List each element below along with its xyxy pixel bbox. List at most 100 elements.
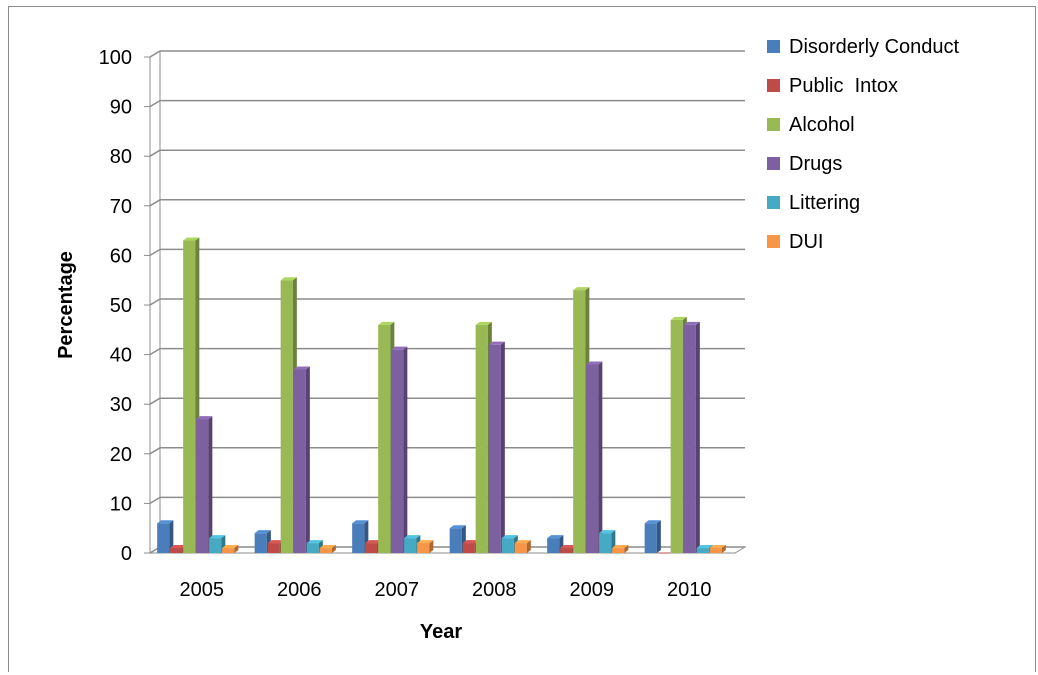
bar-front bbox=[560, 548, 573, 553]
legend-label: Littering bbox=[789, 192, 860, 214]
legend-swatch bbox=[767, 196, 780, 209]
gridline-side bbox=[149, 397, 161, 405]
bar-top bbox=[501, 535, 518, 539]
bar bbox=[709, 545, 726, 553]
bar-top bbox=[514, 540, 531, 544]
bar-top bbox=[586, 361, 603, 365]
bar-front bbox=[319, 548, 332, 553]
gridline-side bbox=[149, 50, 161, 58]
bar-front bbox=[475, 324, 488, 553]
bar-top bbox=[488, 341, 505, 345]
chart-frame bbox=[8, 6, 1036, 672]
y-tick-label: 40 bbox=[110, 345, 132, 367]
bar-front bbox=[293, 369, 306, 553]
bar-top bbox=[222, 545, 239, 549]
bar bbox=[586, 361, 603, 553]
bar-top bbox=[196, 416, 213, 420]
legend: Disorderly Conduct Public Intox Alcohol Dru… bbox=[767, 36, 960, 253]
bar-top bbox=[254, 530, 271, 534]
bar-top bbox=[352, 520, 369, 524]
bar-top bbox=[696, 545, 713, 549]
bar-side bbox=[598, 361, 603, 553]
legend-item: DUI bbox=[767, 231, 823, 253]
bar-side bbox=[208, 416, 213, 553]
bar-front bbox=[462, 543, 475, 553]
legend-label: Drugs bbox=[789, 153, 842, 175]
bar-front bbox=[391, 349, 404, 553]
bar bbox=[196, 416, 213, 553]
x-tick-label: 2010 bbox=[667, 579, 712, 601]
chart-walls bbox=[148, 50, 747, 554]
bar-front bbox=[670, 319, 683, 553]
legend-label: DUI bbox=[789, 231, 823, 253]
bar-side bbox=[721, 545, 726, 553]
bar-top bbox=[644, 520, 661, 524]
legend-item: Public Intox bbox=[767, 75, 898, 97]
bar bbox=[683, 321, 700, 553]
bar-side bbox=[624, 545, 629, 553]
legend-swatch bbox=[767, 157, 780, 170]
bar-top bbox=[280, 277, 297, 281]
bar-front bbox=[547, 538, 560, 553]
bar-front bbox=[365, 543, 378, 553]
bar-front bbox=[306, 543, 319, 553]
bar bbox=[293, 366, 310, 553]
bar-side bbox=[526, 540, 531, 553]
bar bbox=[612, 545, 629, 553]
bar-front bbox=[696, 548, 709, 553]
bar-front bbox=[599, 533, 612, 553]
gridline-side bbox=[149, 99, 161, 108]
bar-front bbox=[501, 538, 514, 553]
bar bbox=[644, 520, 661, 553]
bar-front bbox=[514, 543, 527, 553]
gridline-side bbox=[149, 248, 161, 257]
y-tick-label: 20 bbox=[110, 444, 132, 466]
bar-top bbox=[709, 545, 726, 549]
bar-side bbox=[234, 545, 239, 553]
legend-label: Public Intox bbox=[789, 75, 898, 97]
bar bbox=[488, 341, 505, 553]
bar-front bbox=[573, 290, 586, 553]
bar-top bbox=[449, 525, 466, 529]
bar-top bbox=[183, 237, 200, 241]
bar-front bbox=[196, 419, 209, 553]
bar-top bbox=[404, 535, 421, 539]
bar-top bbox=[378, 321, 395, 325]
y-axis-ticks: 0 10 20 30 40 50 60 70 80 90 100 bbox=[99, 47, 132, 565]
bar-front bbox=[170, 548, 183, 553]
x-axis-ticks: 2005 2006 2007 2008 2009 2010 bbox=[180, 579, 712, 601]
bar-top bbox=[417, 540, 434, 544]
bar-top bbox=[683, 321, 700, 325]
y-tick-label: 60 bbox=[110, 245, 132, 267]
legend-item: Disorderly Conduct bbox=[767, 36, 960, 58]
bar-top bbox=[157, 520, 174, 524]
bar-side bbox=[403, 346, 408, 553]
y-tick-label: 50 bbox=[110, 295, 132, 317]
bar-front bbox=[209, 538, 222, 553]
bar-front bbox=[644, 523, 657, 553]
legend-swatch bbox=[767, 79, 780, 92]
bar-top bbox=[670, 316, 687, 320]
x-tick-label: 2007 bbox=[375, 579, 420, 601]
bar-side bbox=[305, 366, 310, 553]
bar-front bbox=[157, 523, 170, 553]
legend-swatch bbox=[767, 40, 780, 53]
bar-front bbox=[612, 548, 625, 553]
bar-top bbox=[475, 321, 492, 325]
gridline-side bbox=[149, 149, 161, 157]
bar-front bbox=[254, 533, 267, 553]
x-tick-label: 2008 bbox=[472, 579, 517, 601]
y-tick-label: 30 bbox=[110, 394, 132, 416]
legend-label: Alcohol bbox=[789, 114, 855, 136]
y-tick-label: 90 bbox=[110, 97, 132, 119]
bar-front bbox=[352, 523, 365, 553]
bar-top bbox=[319, 545, 336, 549]
bar-side bbox=[695, 321, 700, 553]
bar-front bbox=[378, 324, 391, 553]
bar-top bbox=[462, 540, 479, 544]
bar-front bbox=[280, 280, 293, 553]
gridline-side bbox=[149, 199, 161, 207]
bar-top bbox=[547, 535, 564, 539]
bar-front bbox=[404, 538, 417, 553]
